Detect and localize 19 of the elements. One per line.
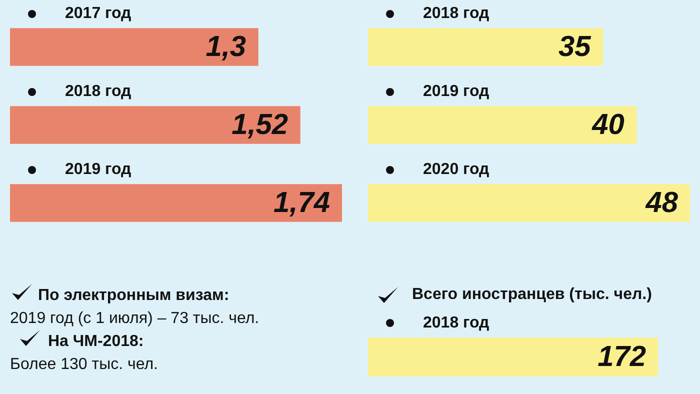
y-tick-label: 2020 год (423, 160, 490, 178)
data-label: 48 (644, 187, 679, 219)
text: На ЧМ-2018: (48, 332, 144, 352)
y-tick-label: 2017 год (65, 4, 132, 22)
data-label: 1,52 (232, 109, 288, 141)
text: 2019 год (с 1 июля) – 73 тыс. чел. (10, 309, 260, 329)
data-label: 35 (558, 31, 592, 63)
text: Более 130 тыс. чел. (10, 355, 158, 375)
y-tick-label: 2018 год (423, 314, 490, 332)
data-label: 172 (598, 341, 646, 373)
data-label: 40 (591, 109, 624, 141)
y-tick-label: 2019 год (65, 160, 132, 178)
y-tick-label: 2019 год (423, 82, 490, 100)
y-tick-label: 2018 год (65, 82, 132, 100)
text: Всего иностранцев (тыс. чел.) (412, 285, 652, 305)
data-label: 1,74 (274, 187, 330, 219)
text: По электронным визам: (38, 286, 230, 306)
y-tick-label: 2018 год (423, 4, 490, 22)
data-label: 1,3 (206, 31, 246, 63)
